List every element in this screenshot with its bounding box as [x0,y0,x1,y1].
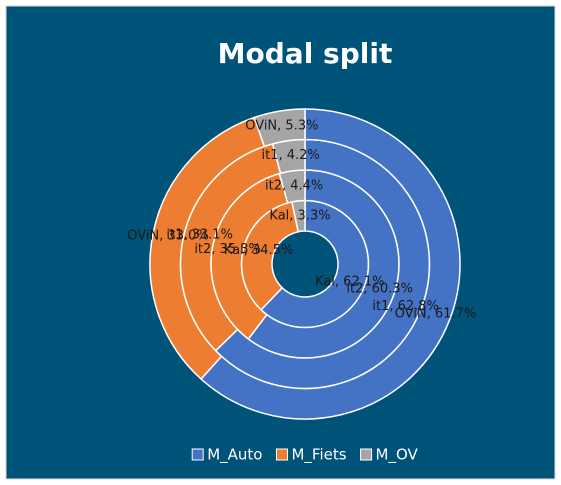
legend-label: M_Fiets [291,446,346,465]
data-label: it1, 62.8% [372,299,439,314]
data-label: it2, 4.4% [265,179,323,194]
data-label: it2, 35.3% [194,242,261,257]
legend-swatch [275,448,288,461]
data-label: OViN, 5.3% [245,119,318,134]
chart-title: Modal split [218,37,393,70]
legend-swatch [360,448,373,461]
legend-swatch [191,448,204,461]
donut-slice [199,108,461,420]
data-label: it1, 4.2% [262,148,320,163]
legend-label: M_OV [376,446,419,465]
data-label: Kal, 3.3% [269,209,330,224]
data-label: it2, 60.3% [346,282,413,297]
data-label: Kal, 34.5% [224,243,293,258]
donut-slice [253,108,306,148]
data-label: it1, 33.1% [166,228,233,243]
data-label: OViN, 61.7% [395,307,477,322]
data-label: OViN, 33.0% [127,229,209,244]
legend-label: M_Auto [207,446,262,465]
data-label: Kal, 62.1% [315,274,384,289]
